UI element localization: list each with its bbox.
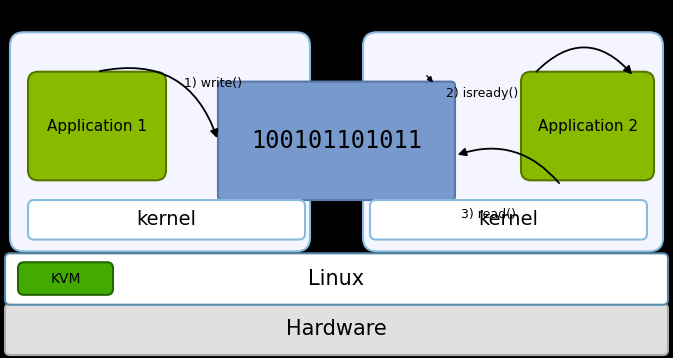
FancyBboxPatch shape xyxy=(5,253,668,305)
FancyBboxPatch shape xyxy=(28,72,166,180)
Text: 3) read(): 3) read() xyxy=(461,208,516,221)
Text: V V 2: V V 2 xyxy=(524,4,582,24)
FancyBboxPatch shape xyxy=(10,32,310,251)
Text: Application 2: Application 2 xyxy=(538,118,637,134)
Text: Hardware: Hardware xyxy=(286,319,387,339)
FancyBboxPatch shape xyxy=(18,262,113,295)
FancyBboxPatch shape xyxy=(370,200,647,240)
Text: 1) write(): 1) write() xyxy=(184,77,242,90)
Text: KVM: KVM xyxy=(50,271,81,286)
FancyBboxPatch shape xyxy=(363,32,663,251)
Text: kernel: kernel xyxy=(479,210,538,229)
FancyBboxPatch shape xyxy=(5,304,668,355)
FancyBboxPatch shape xyxy=(28,200,305,240)
Text: V V 1: V V 1 xyxy=(61,4,119,24)
Text: 100101101011: 100101101011 xyxy=(251,129,422,153)
Text: kernel: kernel xyxy=(137,210,197,229)
Text: Application 1: Application 1 xyxy=(47,118,147,134)
Text: 2) isready(): 2) isready() xyxy=(446,87,518,100)
Text: Linux: Linux xyxy=(308,269,365,289)
FancyBboxPatch shape xyxy=(521,72,654,180)
FancyBboxPatch shape xyxy=(218,82,455,200)
